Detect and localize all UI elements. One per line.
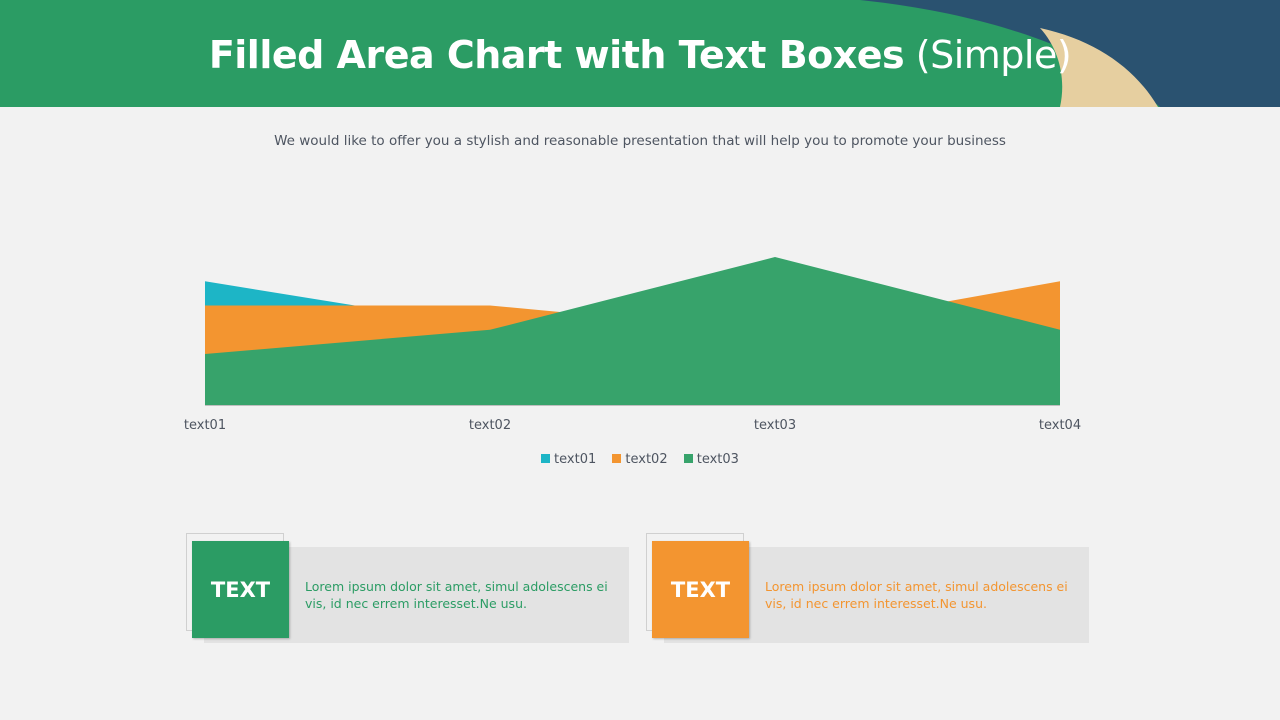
page-title-suffix: (Simple) — [915, 33, 1072, 77]
header-banner — [0, 0, 1280, 107]
x-tick-label: text02 — [469, 418, 511, 433]
text-card-green: TEXT Lorem ipsum dolor sit amet, simul a… — [186, 533, 631, 645]
x-tick-label: text04 — [1039, 418, 1081, 433]
legend-swatch-text03 — [683, 454, 693, 463]
page-title: Filled Area Chart with Text Boxes (Simpl… — [0, 27, 1280, 83]
card-label-square: TEXT — [192, 541, 289, 638]
card-body-text: Lorem ipsum dolor sit amet, simul adoles… — [305, 579, 608, 611]
card-label-square: TEXT — [652, 541, 749, 638]
legend-swatch-text02 — [612, 454, 622, 463]
chart-legend: text01 text02 text03 — [0, 452, 1280, 467]
legend-item-text01: text01 — [541, 452, 596, 467]
page-subtitle: We would like to offer you a stylish and… — [274, 133, 1006, 149]
legend-item-text03: text03 — [683, 452, 739, 467]
area-series-text03 — [205, 257, 1060, 405]
x-tick-label: text01 — [184, 418, 226, 433]
legend-label-text03: text03 — [696, 452, 739, 467]
text-card-orange: TEXT Lorem ipsum dolor sit amet, simul a… — [646, 533, 1091, 645]
header-navy-shape — [860, 0, 1280, 107]
legend-swatch-text01 — [541, 454, 551, 463]
x-tick-label: text03 — [754, 418, 796, 433]
page-title-main: Filled Area Chart with Text Boxes — [208, 33, 905, 77]
legend-label-text02: text02 — [625, 452, 668, 467]
legend-item-text02: text02 — [612, 452, 668, 467]
card-body-text: Lorem ipsum dolor sit amet, simul adoles… — [765, 579, 1068, 611]
legend-label-text01: text01 — [554, 452, 597, 467]
header-sand-wave — [1040, 28, 1158, 107]
